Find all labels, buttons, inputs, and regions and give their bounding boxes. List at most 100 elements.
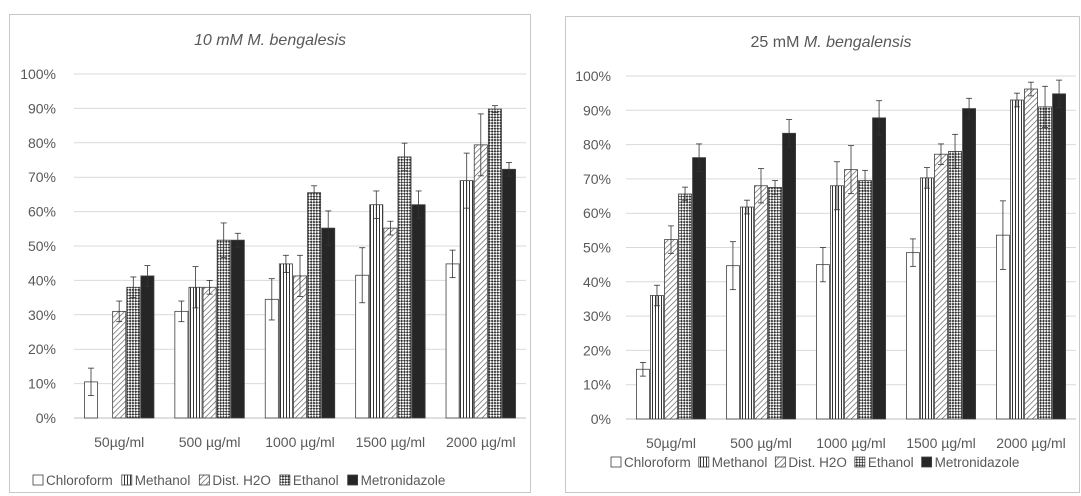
error-bar — [876, 100, 883, 136]
error-bar — [923, 167, 930, 189]
error-bar — [1042, 85, 1049, 128]
error-bar — [463, 152, 470, 209]
bar-metronidazole — [230, 239, 245, 419]
error-bar — [359, 247, 366, 304]
y-tick-label: 10% — [28, 376, 56, 392]
bar-methanol — [920, 177, 934, 420]
y-tick-label: 30% — [583, 308, 611, 324]
legend-swatch — [610, 456, 622, 468]
y-tick-label: 20% — [28, 341, 56, 357]
chart-25mm: 25 mM M. bengalensis 0% 10% 20% 30% 40% 50% 60%… — [565, 16, 1080, 493]
legend-label: Metronidazole — [935, 455, 1020, 470]
bar-dist-h2o — [383, 227, 398, 419]
y-tick-label: 60% — [583, 205, 611, 221]
error-bar — [668, 225, 674, 254]
bar-methanol — [830, 185, 844, 420]
error-bar — [999, 200, 1006, 270]
chart-title-species: M. bengalensis — [804, 34, 912, 51]
error-bar — [282, 254, 289, 273]
legend-item-methanol: Methanol — [698, 455, 767, 470]
legend-swatch — [774, 456, 786, 468]
legend-item-methanol: Methanol — [121, 473, 191, 488]
error-bar — [415, 190, 422, 219]
error-bar — [178, 300, 185, 323]
bar-dist-h2o — [202, 286, 217, 419]
chart-title: 25 mM M. bengalensis — [751, 34, 912, 51]
bar-dist-h2o — [473, 144, 488, 419]
y-tick-label: 50% — [583, 240, 611, 256]
y-tick-label: 100% — [20, 66, 56, 82]
legend-swatch — [347, 474, 359, 486]
bar-ethanol — [858, 180, 872, 420]
y-tick-label: 80% — [583, 137, 611, 153]
y-tick-label: 90% — [583, 102, 611, 118]
error-bar — [1013, 92, 1020, 108]
error-bar — [909, 238, 916, 267]
error-bar — [786, 119, 793, 148]
bar-ethanol — [126, 286, 141, 419]
error-bar — [87, 367, 94, 397]
legend-label: Dist. H2O — [788, 455, 847, 470]
x-category-label: 2000 µg/ml — [446, 434, 516, 450]
error-bar — [848, 145, 854, 195]
x-category-label: 50µg/ml — [94, 434, 144, 450]
error-bar — [220, 222, 227, 258]
legend-item-chloroform: Chloroform — [610, 455, 691, 470]
chart-title-prefix: 25 mM — [751, 34, 804, 51]
y-tick-label: 90% — [28, 100, 56, 116]
error-bar — [477, 113, 484, 177]
error-bar — [144, 265, 151, 287]
legend-item-ethanol: Ethanol — [279, 473, 339, 488]
x-category-label: 1000 µg/ml — [816, 435, 886, 451]
y-tick-label: 100% — [575, 68, 611, 84]
legend: Chloroform Methanol Dist. H2O Ethanol Metron… — [32, 473, 446, 488]
y-tick-label: 10% — [583, 377, 611, 393]
error-bar — [743, 199, 750, 215]
bar-metronidazole — [502, 168, 516, 419]
bar-ethanol — [397, 156, 412, 419]
bar-metronidazole — [140, 275, 155, 419]
x-category-label: 1000 µg/ml — [265, 434, 335, 450]
legend-item-chloroform: Chloroform — [32, 473, 113, 488]
legend-swatch — [921, 456, 933, 468]
error-bar — [1056, 79, 1063, 108]
bar-methanol — [278, 263, 293, 419]
y-tick-label: 40% — [583, 274, 611, 290]
bar-dist-h2o — [664, 239, 678, 420]
legend-label: Ethanol — [868, 455, 914, 470]
bar-methanol — [1010, 99, 1024, 420]
legend-label: Methanol — [135, 473, 191, 488]
legend-item-dist-h2o: Dist. H2O — [198, 473, 271, 488]
bar-chloroform — [174, 310, 189, 419]
error-bar — [325, 210, 332, 246]
legend-label: Metronidazole — [361, 473, 446, 488]
x-category-label: 1500 µg/ml — [906, 435, 976, 451]
chart-title: 10 mM M. bengalesis — [194, 32, 346, 49]
error-bar — [682, 186, 689, 202]
bar-ethanol — [768, 187, 782, 420]
error-bar — [966, 97, 973, 120]
y-tick-label: 70% — [28, 169, 56, 185]
error-bar — [449, 249, 456, 279]
y-tick-label: 60% — [28, 204, 56, 220]
bar-ethanol — [948, 151, 962, 420]
bar-dist-h2o — [844, 169, 858, 420]
error-bar — [772, 180, 779, 195]
bar-dist-h2o — [293, 275, 307, 419]
x-category-label: 1500 µg/ml — [356, 434, 426, 450]
chart-panel-25mm: 25 mM M. bengalensis 0% 10% 20% 30% 40% 50% 60%… — [540, 0, 1081, 496]
y-tick-label: 0% — [591, 411, 611, 427]
x-category-label: 50µg/ml — [646, 435, 696, 451]
error-bar — [297, 254, 303, 297]
legend: Chloroform Methanol Dist. H2O Ethanol Metron… — [610, 455, 1020, 470]
x-category-label: 2000 µg/ml — [996, 435, 1066, 451]
legend-swatch — [854, 456, 866, 468]
error-bar — [819, 247, 826, 283]
legend-item-ethanol: Ethanol — [854, 455, 914, 470]
error-bar — [234, 232, 241, 248]
bar-metronidazole — [321, 227, 336, 419]
error-bar — [1028, 81, 1034, 97]
legend-item-metronidazole: Metronidazole — [347, 473, 446, 488]
y-tick-label: 0% — [36, 410, 56, 426]
bar-chloroform — [636, 368, 650, 420]
